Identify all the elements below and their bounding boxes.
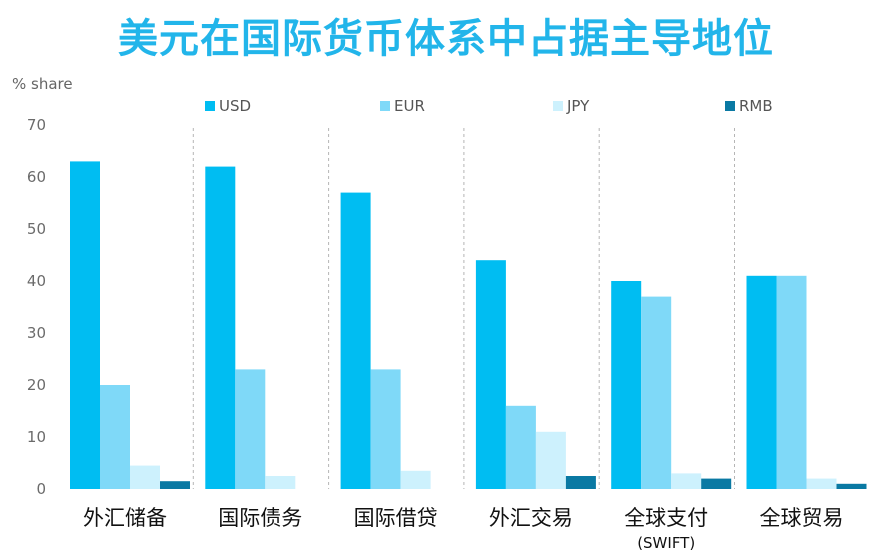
legend-label-usd: USD xyxy=(219,97,251,115)
y-tick-label-50: 50 xyxy=(27,220,46,238)
bar-jpy-2 xyxy=(400,470,431,489)
legend-swatch-usd xyxy=(205,101,215,111)
y-tick-label-60: 60 xyxy=(27,168,46,186)
category-label-5: 全球贸易 xyxy=(760,506,844,530)
legend-swatch-rmb xyxy=(725,101,735,111)
legend-label-jpy: JPY xyxy=(566,97,590,115)
bar-eur-4 xyxy=(641,296,672,489)
bar-rmb-4 xyxy=(701,478,732,489)
bar-usd-2 xyxy=(340,192,371,489)
category-label-2: 国际借贷 xyxy=(354,506,438,530)
category-label-0: 外汇储备 xyxy=(83,506,167,530)
bar-eur-5 xyxy=(776,275,807,489)
bar-usd-1 xyxy=(205,166,236,489)
y-axis-label: % share xyxy=(12,75,73,93)
category-sublabel-4: (SWIFT) xyxy=(637,534,695,552)
bar-eur-1 xyxy=(235,369,266,489)
category-label-1: 国际债务 xyxy=(218,506,302,530)
bar-jpy-0 xyxy=(130,465,160,489)
y-tick-label-20: 20 xyxy=(27,376,46,394)
bar-eur-2 xyxy=(370,369,401,489)
y-tick-label-30: 30 xyxy=(27,324,46,342)
legend-label-rmb: RMB xyxy=(739,97,773,115)
bar-eur-0 xyxy=(100,385,130,489)
bar-jpy-4 xyxy=(671,473,702,489)
category-label-3: 外汇交易 xyxy=(489,506,573,530)
legend-swatch-jpy xyxy=(553,101,563,111)
y-tick-label-40: 40 xyxy=(27,272,46,290)
bar-usd-0 xyxy=(70,161,100,489)
chart-title: 美元在国际货币体系中占据主导地位 xyxy=(118,16,774,62)
category-label-4: 全球支付 xyxy=(624,506,708,530)
bar-jpy-3 xyxy=(535,431,566,489)
bar-rmb-3 xyxy=(565,476,596,489)
bar-usd-4 xyxy=(611,281,642,489)
y-tick-label-70: 70 xyxy=(27,116,46,134)
y-tick-label-0: 0 xyxy=(36,480,46,498)
bar-jpy-1 xyxy=(265,476,296,489)
bar-eur-3 xyxy=(505,405,536,489)
bar-jpy-5 xyxy=(806,478,837,489)
bar-usd-5 xyxy=(746,275,777,489)
bar-rmb-0 xyxy=(160,481,190,489)
bar-rmb-5 xyxy=(836,483,867,489)
legend-swatch-eur xyxy=(380,101,390,111)
y-tick-label-10: 10 xyxy=(27,428,46,446)
bar-usd-3 xyxy=(475,260,506,489)
legend-label-eur: EUR xyxy=(394,97,425,115)
